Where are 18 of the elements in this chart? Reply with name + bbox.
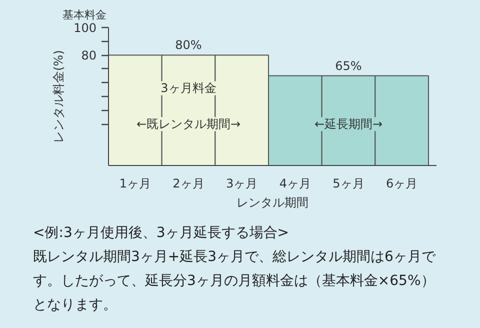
y-axis-title: レンタル料金(%) [52,50,66,143]
annotation: ←延長期間→ [314,117,383,132]
annotation: ←既レンタル期間→ [136,117,241,132]
x-tick-label: 1ヶ月 [119,176,151,190]
data-label: 65% [335,58,362,73]
data-label: 80% [175,38,202,52]
y-tick-label: 80 [81,48,97,63]
text: <例:3ヶ月使用後、3ヶ月延長する場合> [33,224,290,243]
x-tick-label: 3ヶ月 [226,176,258,190]
x-tick-label: 4ヶ月 [279,176,311,190]
text: 既レンタル期間3ヶ月+延長3ヶ月で、総レンタル期間は6ヶ月です。したがって、延長分3ヶ月の月額料金は（基本料金×65%）となります。 [33,248,437,315]
y-tick-label: 100 [74,21,96,35]
annotation: 3ヶ月料金 [160,81,216,96]
x-tick-label: 2ヶ月 [172,176,204,190]
text: 基本料金 [62,8,106,22]
x-axis-title: レンタル期間 [236,196,308,210]
x-tick-label: 6ヶ月 [386,176,418,190]
x-tick-label: 5ヶ月 [332,176,364,190]
